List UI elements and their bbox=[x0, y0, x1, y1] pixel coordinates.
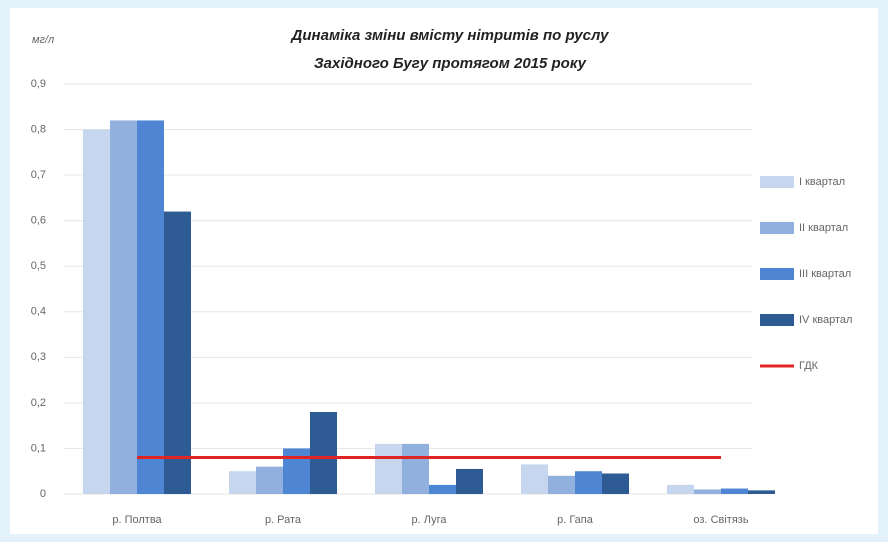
bar bbox=[110, 120, 137, 494]
y-tick-label: 0,7 bbox=[31, 169, 46, 181]
y-tick-label: 0,5 bbox=[31, 260, 46, 272]
bar bbox=[694, 489, 721, 494]
legend-swatch bbox=[760, 268, 794, 280]
legend-label: ІІ квартал bbox=[799, 222, 848, 234]
chart-title: Динаміка зміни вмісту нітритів по руслу bbox=[290, 27, 610, 44]
y-axis-label: мг/л bbox=[32, 34, 54, 46]
legend-label: ІІІ квартал bbox=[799, 268, 851, 280]
y-tick-label: 0,4 bbox=[31, 306, 46, 318]
y-tick-label: 0 bbox=[40, 488, 46, 500]
bar bbox=[548, 475, 575, 494]
bar bbox=[229, 471, 256, 494]
x-tick-label: р. Гапа bbox=[557, 514, 594, 526]
legend-swatch bbox=[760, 176, 794, 188]
legend-label: ГДК bbox=[799, 360, 819, 372]
y-tick-label: 0,8 bbox=[31, 123, 46, 135]
bar bbox=[575, 471, 602, 494]
legend-swatch bbox=[760, 222, 794, 234]
bar bbox=[83, 129, 110, 495]
bar bbox=[748, 490, 775, 494]
bar bbox=[310, 412, 337, 494]
bar bbox=[429, 484, 456, 494]
x-tick-label: р. Луга bbox=[412, 514, 448, 526]
x-tick-label: р. Рата bbox=[265, 514, 302, 526]
bar bbox=[256, 466, 283, 494]
bar bbox=[283, 448, 310, 494]
chart-title: Західного Бугу протягом 2015 року bbox=[314, 55, 587, 72]
bar bbox=[667, 484, 694, 494]
bar bbox=[137, 120, 164, 494]
bar bbox=[375, 443, 402, 494]
bar bbox=[521, 464, 548, 494]
bar bbox=[602, 473, 629, 494]
legend-swatch bbox=[760, 314, 794, 326]
bar bbox=[721, 488, 748, 494]
x-tick-label: р. Полтва bbox=[112, 514, 162, 526]
legend-label: ІV квартал bbox=[799, 314, 852, 326]
bar bbox=[456, 468, 483, 494]
y-tick-label: 0,9 bbox=[31, 78, 46, 90]
bar bbox=[402, 443, 429, 494]
y-tick-label: 0,6 bbox=[31, 215, 46, 227]
y-tick-label: 0,2 bbox=[31, 397, 46, 409]
y-tick-label: 0,3 bbox=[31, 351, 46, 363]
legend-label: І квартал bbox=[799, 176, 845, 188]
y-tick-label: 0,1 bbox=[31, 442, 46, 454]
x-tick-label: оз. Світязь bbox=[693, 514, 748, 526]
bar bbox=[164, 211, 191, 495]
